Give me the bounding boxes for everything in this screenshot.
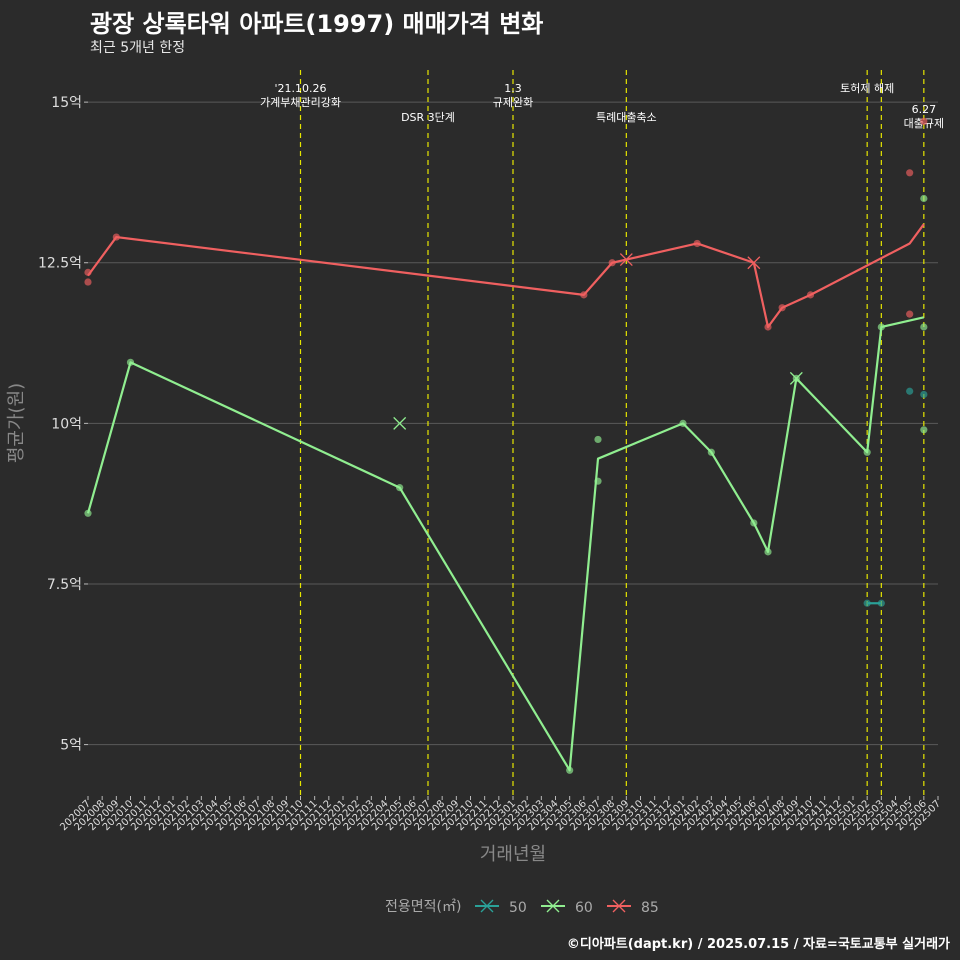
data-point-60 xyxy=(679,419,687,427)
legend-key-60 xyxy=(541,899,565,913)
x-marker-stroke xyxy=(789,371,803,385)
legend-key-x xyxy=(612,899,626,913)
data-point-85 xyxy=(906,310,914,318)
series-line-85 xyxy=(87,223,925,329)
legend-title: 전용면적(㎡) xyxy=(385,899,461,915)
event-label: 규제완화 xyxy=(493,96,533,109)
data-point-60 xyxy=(594,435,602,444)
x-marker-85 xyxy=(619,253,633,266)
legend: 전용면적(㎡) 50 60 85 xyxy=(385,899,659,916)
series-layer xyxy=(84,117,928,774)
data-point-50 xyxy=(877,599,885,607)
y-tick-label: 5억 xyxy=(60,738,82,754)
axis-layer: 5억7.5억10억12.5억15억20200720200820200920201… xyxy=(6,95,943,865)
legend-key-50 xyxy=(475,899,499,913)
footer-credit: ©디아파트(dapt.kr) / 2025.07.15 / 자료=국토교통부 실… xyxy=(566,937,950,952)
data-point-60 xyxy=(707,448,715,456)
x-marker-60 xyxy=(789,371,803,385)
event-label: 특례대출축소 xyxy=(596,111,657,124)
series-line-60 xyxy=(86,316,925,772)
data-point-50 xyxy=(863,599,871,607)
chart-title: 광장 상록타워 아파트(1997) 매매가격 변화 xyxy=(90,10,544,38)
x-marker-stroke xyxy=(619,253,633,266)
x-marker-60 xyxy=(393,416,407,430)
data-point-85 xyxy=(764,323,772,331)
x-marker-stroke xyxy=(393,416,407,430)
data-point-60 xyxy=(594,477,602,485)
y-axis-title: 평균가(원) xyxy=(6,383,27,463)
event-label: 1.3 xyxy=(504,82,522,95)
event-label: '21.10.26 xyxy=(274,82,326,95)
data-point-60 xyxy=(84,509,92,517)
event-label: 토허제 해제 xyxy=(840,81,894,95)
data-point-60 xyxy=(920,194,928,203)
legend-key-85 xyxy=(607,899,631,913)
event-label: DSR 3단계 xyxy=(401,111,455,124)
y-tick-label: 12.5억 xyxy=(38,256,82,272)
data-point-85 xyxy=(806,291,815,299)
data-point-60 xyxy=(863,448,871,456)
event-label: 가계부채관리강화 xyxy=(260,96,341,109)
legend-label-60: 60 xyxy=(575,900,593,916)
x-marker-85 xyxy=(747,256,761,270)
legend-label-50: 50 xyxy=(509,900,527,916)
x-marker-stroke xyxy=(747,256,761,270)
data-point-60 xyxy=(877,323,885,331)
data-point-60 xyxy=(920,426,928,434)
data-point-60 xyxy=(750,519,758,527)
legend-key-x xyxy=(480,899,494,913)
legend-key-x xyxy=(546,899,560,913)
legend-label-85: 85 xyxy=(641,900,659,916)
y-tick-label: 10억 xyxy=(51,416,82,432)
data-point-60 xyxy=(764,548,772,556)
data-point-60 xyxy=(126,358,135,366)
data-point-85 xyxy=(84,268,92,276)
event-label: 6.27 xyxy=(912,103,937,116)
data-point-85 xyxy=(906,169,914,177)
data-point-85 xyxy=(84,278,92,286)
data-point-50 xyxy=(906,387,914,395)
data-point-85 xyxy=(580,291,588,299)
data-point-60 xyxy=(566,766,574,774)
chart-subtitle: 최근 5개년 한정 xyxy=(90,40,186,56)
data-point-85 xyxy=(608,259,616,267)
data-point-60 xyxy=(920,323,928,331)
data-point-85 xyxy=(112,233,120,241)
data-point-50 xyxy=(920,390,928,399)
x-axis-title: 거래년월 xyxy=(480,844,546,865)
y-tick-label: 15억 xyxy=(51,95,82,111)
data-point-85 xyxy=(693,239,701,248)
data-point-60 xyxy=(396,484,404,492)
data-point-85 xyxy=(778,304,786,312)
data-point-85 xyxy=(920,117,928,125)
y-tick-label: 7.5억 xyxy=(47,577,82,593)
